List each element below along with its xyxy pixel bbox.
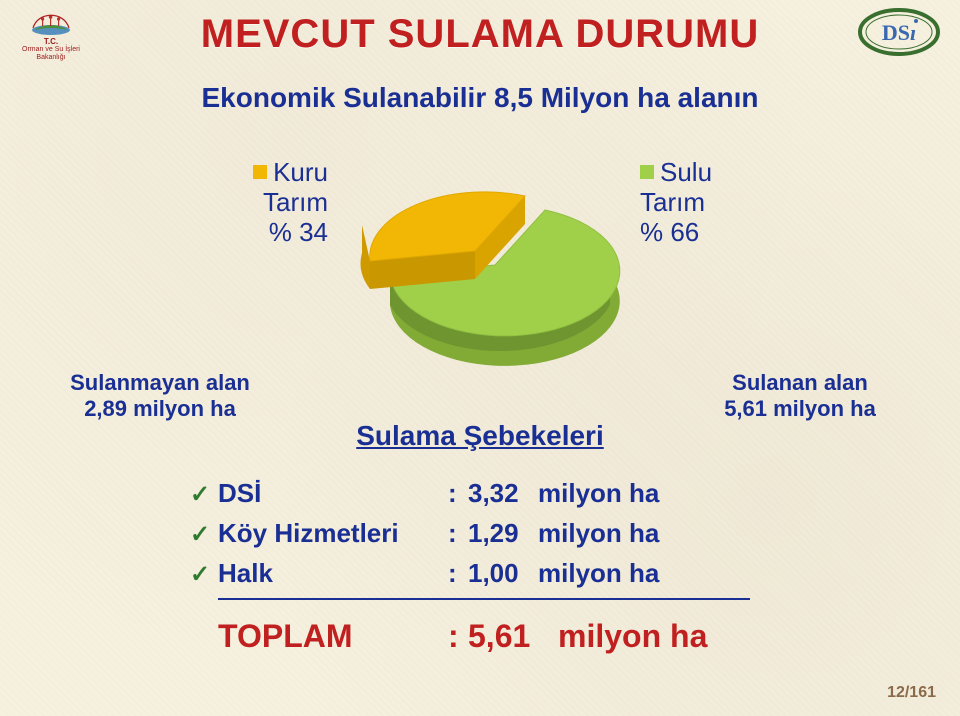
row-value: 3,32 — [468, 478, 538, 509]
bullet-icon — [253, 165, 267, 179]
networks-table: ✓ DSİ : 3,32 milyon ha ✓ Köy Hizmetleri … — [190, 478, 750, 600]
pie-label-kuru: Kuru Tarım % 34 — [208, 158, 328, 248]
row-unit: milyon ha — [538, 518, 750, 549]
networks-title: Sulama Şebekeleri — [0, 420, 960, 452]
stat-line: 5,61 milyon ha — [690, 396, 910, 422]
page-number: 12/161 — [887, 684, 936, 702]
subtitle: Ekonomik Sulanabilir 8,5 Milyon ha alanı… — [0, 82, 960, 114]
stat-sulanmayan: Sulanmayan alan 2,89 milyon ha — [50, 370, 270, 423]
bullet-icon — [640, 165, 654, 179]
check-icon: ✓ — [190, 480, 218, 509]
total-colon: : — [448, 618, 468, 655]
table-row: ✓ DSİ : 3,32 milyon ha — [190, 478, 750, 518]
table-row: ✓ Köy Hizmetleri : 1,29 milyon ha — [190, 518, 750, 558]
row-name: DSİ — [218, 478, 448, 509]
pie-label-line: Tarım — [208, 188, 328, 218]
pie-label-line: % 34 — [208, 218, 328, 248]
row-colon: : — [448, 518, 468, 549]
row-name: Halk — [218, 558, 448, 589]
pie-label-line: Sulu — [640, 158, 790, 188]
pie-label-line: % 66 — [640, 218, 790, 248]
page-title: MEVCUT SULAMA DURUMU — [0, 12, 960, 57]
label-text: Kuru — [273, 157, 328, 187]
row-value: 1,00 — [468, 558, 538, 589]
label-text: Sulu — [660, 157, 712, 187]
row-unit: milyon ha — [538, 558, 750, 589]
row-colon: : — [448, 478, 468, 509]
stat-line: 2,89 milyon ha — [50, 396, 270, 422]
check-icon: ✓ — [190, 520, 218, 549]
row-name: Köy Hizmetleri — [218, 518, 448, 549]
row-colon: : — [448, 558, 468, 589]
slide: T.C. Orman ve Su İşleri Bakanlığı DSı ME… — [0, 0, 960, 716]
pie-label-sulu: Sulu Tarım % 66 — [640, 158, 790, 248]
check-icon: ✓ — [190, 560, 218, 589]
row-unit: milyon ha — [538, 478, 750, 509]
total-value: 5,61 — [468, 618, 558, 655]
total-row: TOPLAM : 5,61 milyon ha — [218, 618, 778, 655]
pie-label-line: Kuru — [208, 158, 328, 188]
stat-sulanan: Sulanan alan 5,61 milyon ha — [690, 370, 910, 423]
total-unit: milyon ha — [558, 618, 778, 655]
pie-chart — [310, 145, 650, 375]
stat-line: Sulanmayan alan — [50, 370, 270, 396]
total-label: TOPLAM — [218, 618, 448, 655]
stat-line: Sulanan alan — [690, 370, 910, 396]
pie-label-line: Tarım — [640, 188, 790, 218]
row-value: 1,29 — [468, 518, 538, 549]
table-row: ✓ Halk : 1,00 milyon ha — [190, 558, 750, 598]
rule-divider — [218, 598, 750, 600]
